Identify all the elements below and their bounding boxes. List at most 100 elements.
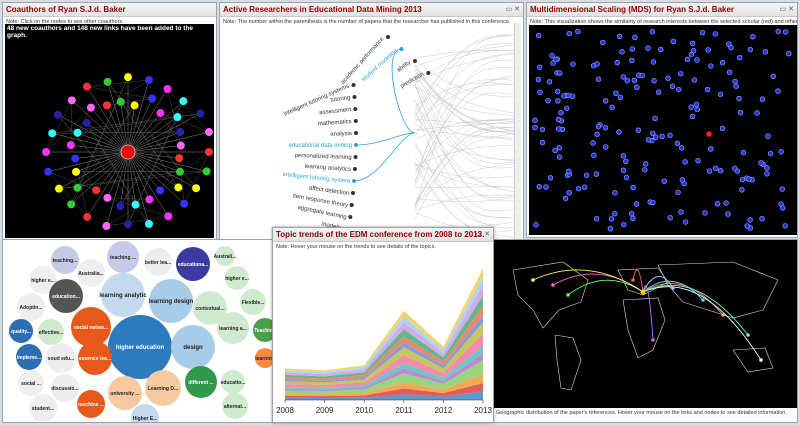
mds-point[interactable] bbox=[726, 69, 733, 76]
mds-point[interactable] bbox=[719, 60, 726, 66]
topic-label[interactable]: intelligent tutoring system bbox=[283, 172, 351, 185]
reference-link[interactable] bbox=[642, 284, 749, 336]
mds-point[interactable] bbox=[633, 201, 640, 207]
mds-point[interactable] bbox=[556, 154, 563, 160]
coauthor-node[interactable] bbox=[53, 110, 62, 119]
coauthor-node[interactable] bbox=[156, 186, 165, 195]
mds-point[interactable] bbox=[612, 210, 618, 217]
mds-point[interactable] bbox=[533, 222, 539, 228]
mds-point[interactable] bbox=[565, 92, 571, 99]
reference-node[interactable] bbox=[531, 278, 535, 282]
mds-point[interactable] bbox=[566, 189, 572, 196]
mds-point[interactable] bbox=[708, 146, 714, 152]
mds-point[interactable] bbox=[655, 89, 662, 95]
mds-point[interactable] bbox=[546, 79, 553, 85]
coauthor-node[interactable] bbox=[86, 103, 95, 112]
mds-point[interactable] bbox=[731, 165, 738, 171]
mds-point[interactable] bbox=[600, 39, 606, 46]
mds-point[interactable] bbox=[583, 172, 590, 178]
mds-point[interactable] bbox=[631, 77, 638, 84]
topic-bubble[interactable] bbox=[71, 307, 111, 347]
topic-node[interactable] bbox=[350, 191, 355, 195]
world-map[interactable] bbox=[493, 240, 797, 408]
mds-point[interactable] bbox=[629, 210, 635, 217]
mds-point[interactable] bbox=[643, 161, 649, 167]
mds-point[interactable] bbox=[744, 223, 750, 229]
coauthor-node[interactable] bbox=[67, 96, 76, 105]
topic-node[interactable] bbox=[353, 119, 358, 123]
topic-node[interactable] bbox=[353, 107, 358, 111]
mds-point[interactable] bbox=[728, 44, 734, 51]
topic-bubble[interactable] bbox=[253, 318, 274, 342]
mds-point[interactable] bbox=[759, 96, 766, 102]
reference-node[interactable] bbox=[721, 313, 725, 317]
researchers-window-buttons[interactable]: ▭ ✕ bbox=[505, 6, 520, 13]
mds-point[interactable] bbox=[554, 88, 561, 95]
coauthor-node[interactable] bbox=[131, 200, 140, 209]
mds-point[interactable] bbox=[705, 47, 711, 53]
mds-point[interactable] bbox=[719, 125, 726, 132]
mds-point[interactable] bbox=[645, 137, 652, 143]
mds-point[interactable] bbox=[566, 168, 572, 175]
coauthor-node[interactable] bbox=[148, 94, 157, 103]
topic-bubble[interactable] bbox=[255, 348, 274, 368]
mds-point[interactable] bbox=[569, 93, 576, 99]
mds-point[interactable] bbox=[674, 140, 681, 146]
topic-bubble[interactable] bbox=[215, 246, 235, 266]
mds-point[interactable] bbox=[650, 59, 657, 65]
coauthor-node[interactable] bbox=[48, 129, 57, 138]
topic-node[interactable] bbox=[348, 215, 353, 219]
mds-point[interactable] bbox=[650, 199, 656, 206]
mds-point[interactable] bbox=[675, 189, 681, 196]
coauthor-node[interactable] bbox=[73, 128, 82, 137]
mds-point[interactable] bbox=[679, 177, 686, 183]
mds-point[interactable] bbox=[786, 50, 792, 57]
mds-point[interactable] bbox=[767, 150, 774, 157]
coauthor-node[interactable] bbox=[204, 148, 213, 156]
topic-label[interactable]: affect detection bbox=[309, 185, 350, 197]
topic-label[interactable]: ability bbox=[396, 60, 412, 74]
topic-bubble[interactable] bbox=[77, 390, 105, 418]
mds-point[interactable] bbox=[603, 144, 609, 150]
mds-point[interactable] bbox=[553, 56, 559, 63]
mds-point[interactable] bbox=[682, 219, 689, 225]
coauthor-node[interactable] bbox=[179, 97, 188, 106]
coauthor-node[interactable] bbox=[103, 193, 112, 202]
topic-bubble[interactable] bbox=[217, 312, 249, 344]
mds-window-buttons[interactable]: ▭ ✕ bbox=[779, 6, 794, 13]
coauthor-node[interactable] bbox=[175, 167, 184, 176]
topic-trend-streamgraph[interactable]: 2008 2009 2010 2011 2012 2013 bbox=[273, 250, 493, 422]
topic-label[interactable]: tutoring bbox=[330, 95, 351, 104]
mds-point[interactable] bbox=[614, 59, 620, 66]
coauthor-node[interactable] bbox=[204, 128, 213, 137]
mds-point[interactable] bbox=[570, 61, 576, 67]
mds-point[interactable] bbox=[765, 133, 771, 139]
mds-point[interactable] bbox=[652, 134, 659, 140]
mds-point[interactable] bbox=[689, 40, 696, 47]
topic-bubble[interactable] bbox=[78, 341, 112, 375]
mds-point[interactable] bbox=[621, 221, 627, 228]
mds-selected-point[interactable] bbox=[706, 131, 712, 137]
reference-link[interactable] bbox=[642, 286, 762, 361]
coauthor-node[interactable] bbox=[202, 167, 211, 176]
coauthors-graph[interactable]: 48 new coauthors and 148 new links have … bbox=[5, 24, 214, 238]
topic-bubble[interactable] bbox=[29, 394, 57, 422]
mds-point[interactable] bbox=[659, 133, 665, 140]
topic-bubble[interactable] bbox=[222, 393, 248, 419]
topic-node[interactable] bbox=[353, 131, 358, 135]
topic-bubble[interactable] bbox=[18, 370, 44, 396]
mds-point[interactable] bbox=[595, 123, 602, 130]
topic-label[interactable]: mathematics bbox=[318, 119, 352, 127]
mds-point[interactable] bbox=[723, 200, 729, 206]
mds-point[interactable] bbox=[750, 34, 756, 40]
source-node[interactable] bbox=[640, 289, 646, 295]
mds-point[interactable] bbox=[780, 205, 786, 211]
trend-layer[interactable] bbox=[285, 360, 483, 395]
reference-link[interactable] bbox=[642, 283, 724, 316]
topic-bubble[interactable] bbox=[176, 247, 210, 281]
coauthor-node[interactable] bbox=[130, 101, 139, 110]
mds-point[interactable] bbox=[736, 95, 742, 102]
mds-point[interactable] bbox=[623, 158, 629, 165]
topic-bubble[interactable] bbox=[149, 279, 193, 323]
mds-point[interactable] bbox=[537, 89, 543, 96]
